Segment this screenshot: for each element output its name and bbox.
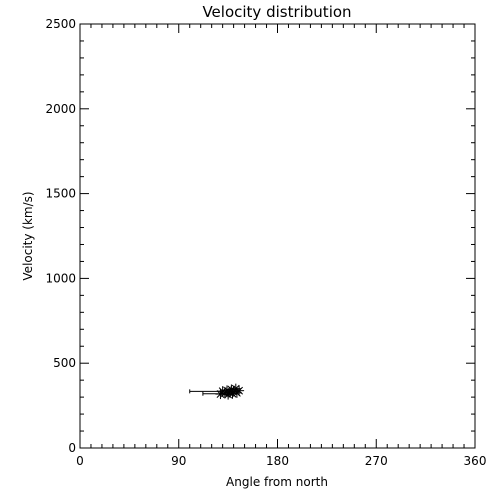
range-bars [189,389,223,396]
x-tick-label: 0 [76,454,84,468]
y-tick-label: 0 [68,441,76,455]
y-tick-labels: 0 500 1000 1500 2000 2500 [45,17,76,455]
y-tick-label: 2000 [45,102,76,116]
data-point [234,385,245,396]
x-tick-label: 360 [464,454,487,468]
plot-frame [79,23,476,449]
x-tick-label: 90 [171,454,186,468]
axis-ticks [79,23,476,449]
x-tick-labels: 0 90 180 270 360 [76,454,486,468]
x-axis-label: Angle from north [226,475,328,489]
x-tick-label: 180 [266,454,289,468]
y-axis-label: Velocity (km/s) [21,191,35,280]
x-tick-label: 270 [365,454,388,468]
y-tick-label: 1500 [45,187,76,201]
y-tick-label: 500 [53,356,76,370]
y-tick-label: 1000 [45,271,76,285]
data-points [215,383,245,400]
chart-title: Velocity distribution [202,3,351,21]
y-tick-label: 2500 [45,17,76,31]
